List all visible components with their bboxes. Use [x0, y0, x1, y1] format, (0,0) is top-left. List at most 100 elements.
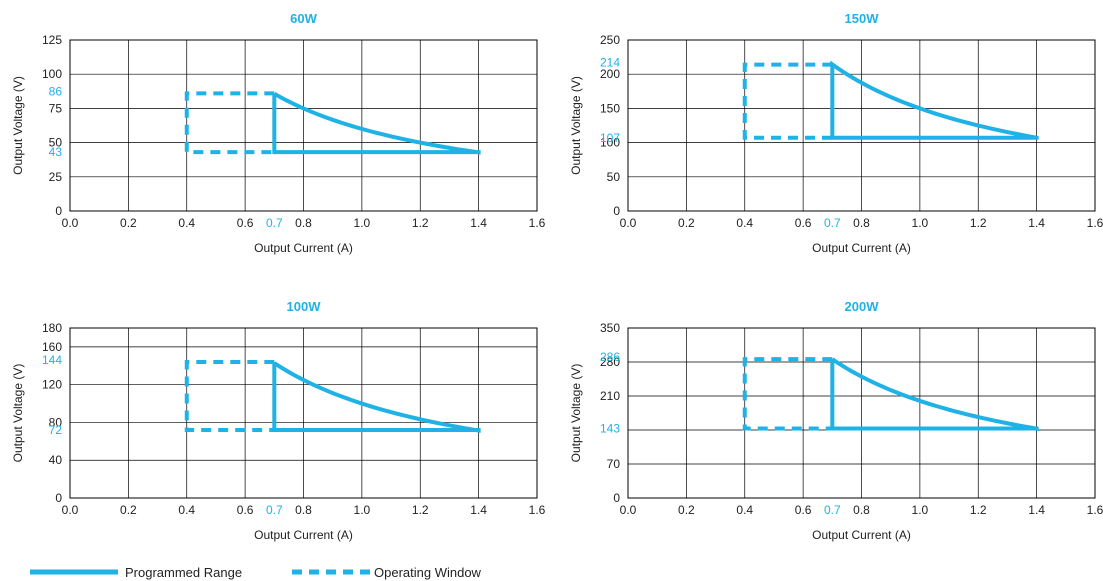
y-tick-label: 210: [600, 389, 620, 403]
x-tick-label: 0.4: [178, 503, 195, 517]
y-tick-label: 75: [49, 101, 63, 115]
x-tick-label: 0.8: [853, 216, 870, 230]
programmed-range: [272, 361, 481, 433]
x-tick-label: 0.8: [295, 503, 312, 517]
plot-frame: [69, 327, 538, 499]
x-tick-label: 0.0: [620, 503, 637, 517]
plot-frame: [69, 39, 538, 212]
y-tick-label: 50: [49, 136, 63, 150]
chart-panel-3: 200W 0.0 0.2 0.4 0.6 0.8 1.0 1.2 1.4 1.6 0 70 210 280…: [569, 299, 1103, 542]
legend-label-programmed-range: Programmed Range: [125, 565, 242, 580]
x-tick-label: 0.0: [620, 216, 637, 230]
y-tick-label: 70: [607, 457, 621, 471]
programmed-range: [272, 91, 481, 155]
x-highlight-label: 0.7: [266, 503, 283, 517]
legend-label-operating-window: Operating Window: [374, 565, 482, 580]
y-tick-label: 0: [613, 204, 620, 218]
x-tick-label: 1.6: [1087, 216, 1103, 230]
x-tick-label: 0.4: [736, 216, 753, 230]
x-axis-label: Output Current (A): [254, 241, 353, 255]
x-tick-label: 0.2: [120, 503, 137, 517]
x-tick-label: 1.0: [354, 503, 371, 517]
y-highlight-label: 214: [600, 56, 620, 70]
x-tick-label: 0.8: [295, 216, 312, 230]
x-tick-label: 1.4: [470, 503, 487, 517]
x-tick-label: 1.0: [354, 216, 371, 230]
operating-window: [184, 91, 275, 155]
y-tick-label: 50: [607, 170, 621, 184]
x-tick-label: 0.6: [237, 216, 254, 230]
x-tick-label: 0.4: [736, 503, 753, 517]
chart-title: 200W: [845, 299, 880, 314]
x-tick-label: 0.2: [120, 216, 137, 230]
programmed-range: [830, 60, 1039, 140]
y-tick-label: 280: [600, 355, 620, 369]
x-tick-label: 0.2: [678, 503, 695, 517]
x-highlight-label: 0.7: [266, 216, 283, 230]
y-highlight-label: 43: [49, 145, 63, 159]
x-highlight-label: 0.7: [824, 503, 841, 517]
x-axis-label: Output Current (A): [812, 528, 911, 542]
x-highlight-label: 0.7: [824, 216, 841, 230]
y-tick-label: 200: [600, 67, 620, 81]
y-tick-label: 160: [42, 340, 62, 354]
y-axis-label: Output Voltage (V): [11, 76, 25, 175]
x-tick-label: 1.4: [1028, 216, 1045, 230]
x-tick-label: 0.6: [795, 216, 812, 230]
y-tick-label: 125: [42, 33, 62, 47]
x-tick-label: 1.2: [412, 216, 429, 230]
x-tick-label: 1.2: [412, 503, 429, 517]
x-tick-label: 0.4: [178, 216, 195, 230]
y-axis-label: Output Voltage (V): [569, 76, 583, 175]
y-tick-label: 100: [42, 67, 62, 81]
y-tick-label: 350: [600, 321, 620, 335]
y-tick-label: 100: [600, 136, 620, 150]
chart-title: 150W: [845, 11, 880, 26]
y-tick-label: 120: [42, 378, 62, 392]
operating-window: [742, 62, 833, 140]
x-tick-label: 0.0: [62, 216, 79, 230]
plot-frame: [627, 39, 1096, 212]
chart-panel-2: 100W 0.0 0.2 0.4 0.6 0.8 1.0 1.2 1.4 1.6 0 40 80 120 1…: [11, 299, 546, 542]
x-tick-label: 0.0: [62, 503, 79, 517]
chart-panel-1: 150W 0.0 0.2 0.4 0.6 0.8 1.0 1.2 1.4 1.6 0 50 100 150…: [569, 11, 1103, 255]
x-tick-label: 1.2: [970, 216, 987, 230]
x-tick-label: 0.2: [678, 216, 695, 230]
y-tick-label: 25: [49, 170, 63, 184]
x-tick-label: 1.0: [912, 503, 929, 517]
x-tick-label: 1.0: [912, 216, 929, 230]
y-highlight-label: 143: [600, 422, 620, 436]
y-tick-label: 0: [55, 491, 62, 505]
operating-window: [184, 360, 275, 432]
y-tick-label: 150: [600, 101, 620, 115]
y-tick-label: 80: [49, 415, 63, 429]
y-highlight-label: 144: [42, 353, 62, 367]
x-tick-label: 1.2: [970, 503, 987, 517]
programmed-range: [830, 357, 1039, 431]
x-tick-label: 1.6: [529, 216, 546, 230]
x-tick-label: 0.6: [237, 503, 254, 517]
legend-group: Programmed Range Operating Window: [30, 565, 482, 580]
chart-panel-0: 60W 0.0 0.2 0.4 0.6 0.8 1.0 1.2 1.4 1.6 0 25 50 75 100…: [11, 11, 546, 255]
x-tick-label: 0.6: [795, 503, 812, 517]
operating-window: [742, 357, 833, 431]
y-tick-label: 0: [613, 491, 620, 505]
y-tick-label: 40: [49, 453, 63, 467]
x-tick-label: 0.8: [853, 503, 870, 517]
y-axis-label: Output Voltage (V): [11, 364, 25, 463]
chart-title: 60W: [290, 11, 317, 26]
y-tick-label: 0: [55, 204, 62, 218]
x-axis-label: Output Current (A): [254, 528, 353, 542]
x-tick-label: 1.6: [529, 503, 546, 517]
y-highlight-label: 86: [49, 84, 63, 98]
x-tick-label: 1.6: [1087, 503, 1103, 517]
x-axis-label: Output Current (A): [812, 241, 911, 255]
y-highlight-label: 286: [600, 350, 620, 364]
plot-frame: [627, 327, 1096, 499]
chart-title: 100W: [287, 299, 322, 314]
y-axis-label: Output Voltage (V): [569, 364, 583, 463]
y-tick-label: 250: [600, 33, 620, 47]
y-tick-label: 180: [42, 321, 62, 335]
x-tick-label: 1.4: [1028, 503, 1045, 517]
